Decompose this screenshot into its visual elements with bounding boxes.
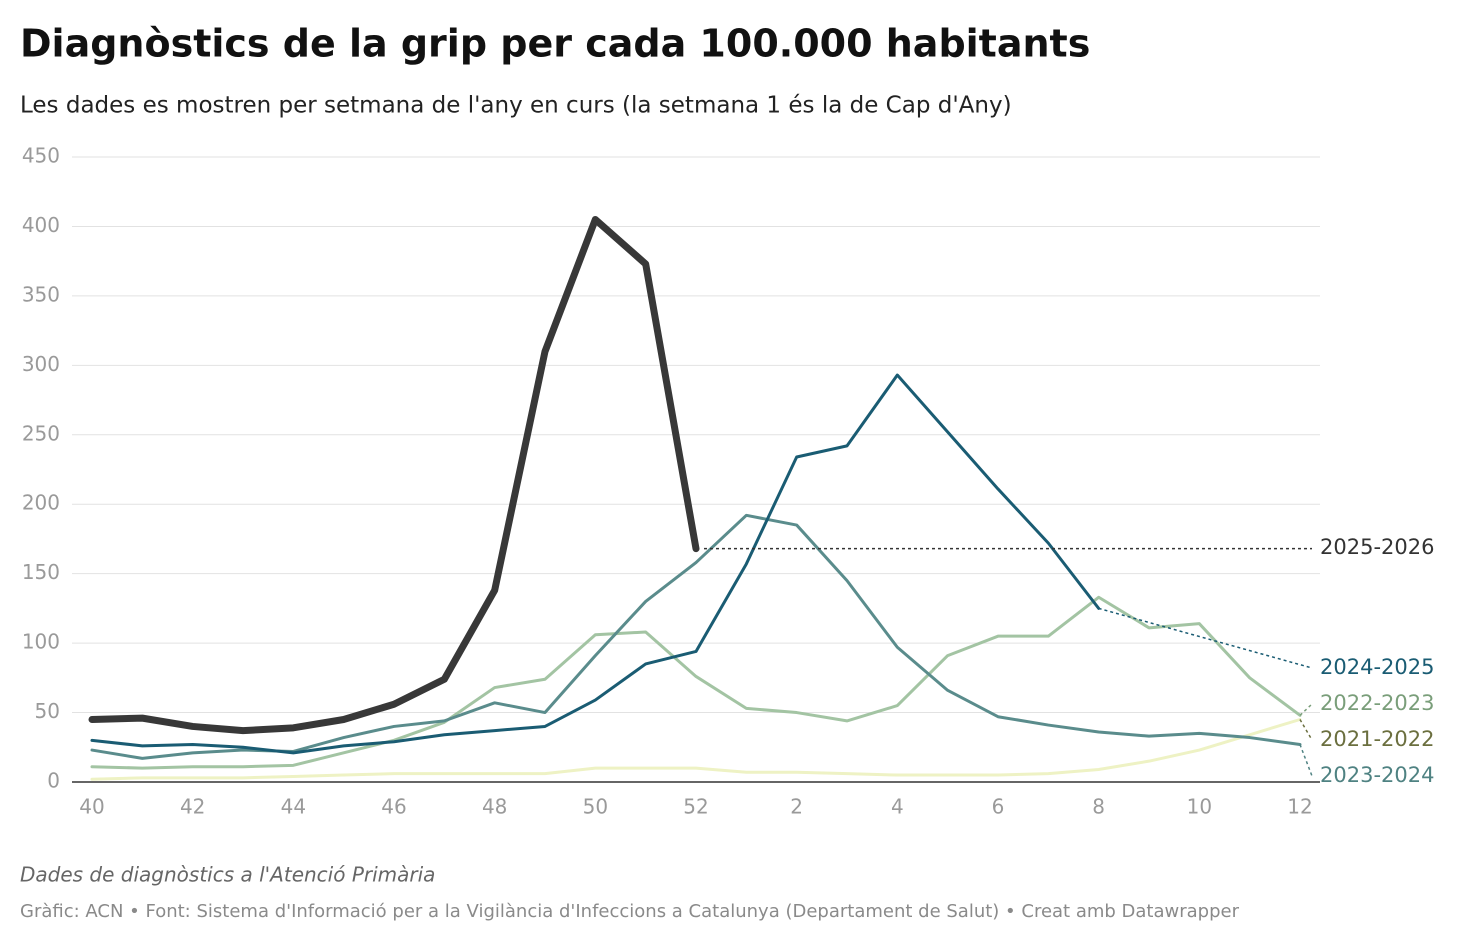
y-tick-label: 200 [22, 491, 60, 515]
label-connector [1299, 744, 1313, 777]
x-tick-label: 48 [482, 795, 507, 819]
y-tick-label: 150 [22, 560, 60, 584]
y-tick-label: 400 [22, 213, 60, 237]
label-connector [1299, 703, 1313, 716]
x-tick-label: 44 [281, 795, 306, 819]
y-tick-label: 350 [22, 282, 60, 306]
series-line [90, 718, 1302, 781]
series-label: 2022-2023 [1320, 691, 1434, 715]
y-tick-label: 0 [47, 769, 60, 793]
series-line [90, 595, 1302, 770]
y-tick-label: 50 [35, 699, 60, 723]
x-tick-label: 52 [683, 795, 708, 819]
series-label: 2021-2022 [1320, 727, 1434, 751]
series-line [88, 216, 700, 735]
chart-subtitle: Les dades es mostren per setmana de l'an… [20, 93, 1012, 119]
x-tick-label: 42 [180, 795, 205, 819]
notes: Dades de diagnòstics a l'Atenció Primàri… [20, 863, 435, 887]
x-tick-label: 8 [1092, 795, 1105, 819]
series-label: 2025-2026 [1320, 535, 1434, 559]
x-tick-label: 50 [583, 795, 608, 819]
x-tick-label: 46 [381, 795, 406, 819]
source: Gràfic: ACN • Font: Sistema d'Informació… [20, 901, 1240, 922]
x-tick-label: 40 [79, 795, 104, 819]
x-tick-label: 12 [1287, 795, 1312, 819]
y-tick-label: 300 [22, 352, 60, 376]
x-tick-label: 6 [992, 795, 1005, 819]
x-tick-label: 4 [891, 795, 904, 819]
label-connector [1299, 719, 1313, 741]
y-tick-label: 450 [22, 144, 60, 168]
label-connector [1098, 607, 1313, 669]
chart-title: Diagnòstics de la grip per cada 100.000 … [20, 22, 1090, 66]
x-tick-label: 10 [1187, 795, 1212, 819]
series-label: 2023-2024 [1320, 763, 1434, 787]
series-line [90, 373, 1101, 755]
x-tick-label: 2 [790, 795, 803, 819]
y-tick-label: 100 [22, 630, 60, 654]
y-tick-label: 250 [22, 421, 60, 445]
series-label: 2024-2025 [1320, 655, 1434, 679]
